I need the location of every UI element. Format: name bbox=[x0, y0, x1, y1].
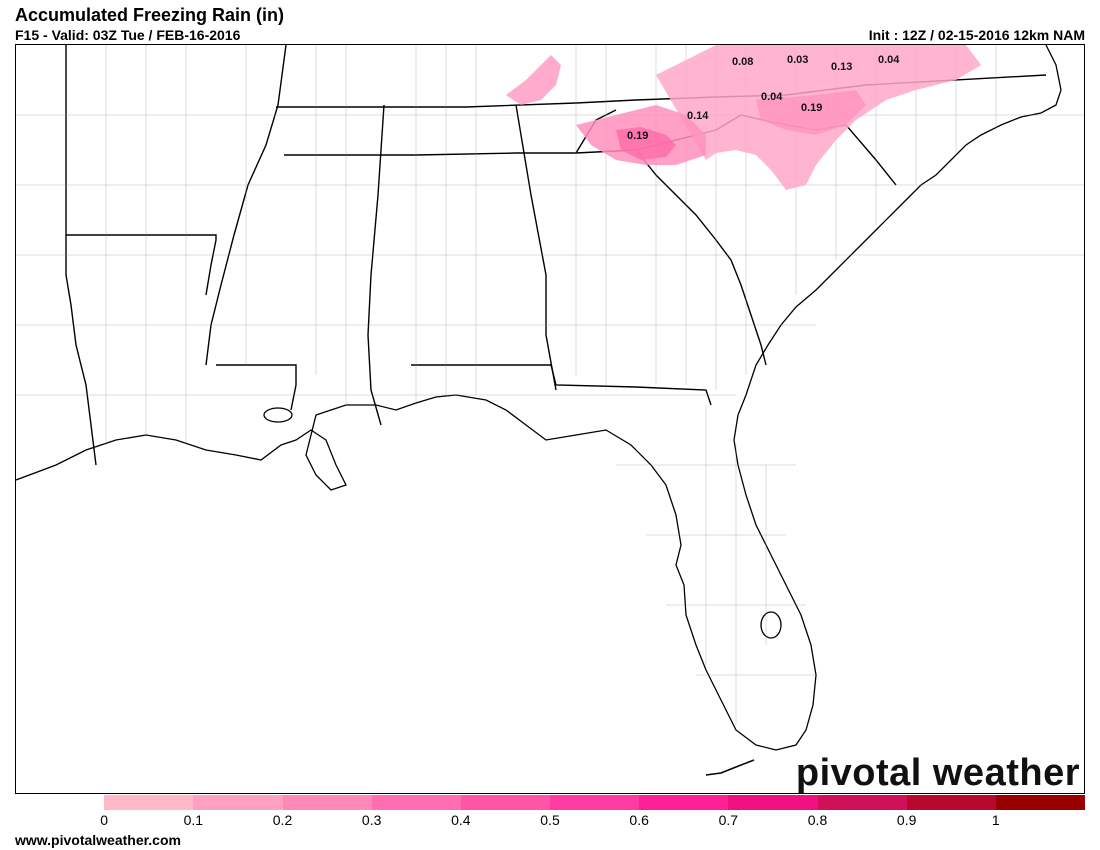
label-0-08: 0.08 bbox=[732, 56, 753, 68]
colorbar-segment bbox=[817, 795, 907, 810]
colorbar-segment bbox=[371, 795, 461, 810]
label-0-04-ne: 0.04 bbox=[878, 54, 900, 66]
label-0-03: 0.03 bbox=[787, 54, 808, 66]
init-time: Init : 12Z / 02-15-2016 12km NAM bbox=[868, 27, 1085, 43]
map-title: Accumulated Freezing Rain (in) bbox=[15, 5, 285, 25]
shading-core bbox=[616, 127, 676, 160]
valid-time: F15 - Valid: 03Z Tue / FEB-16-2016 bbox=[15, 27, 241, 43]
coastline bbox=[16, 45, 1062, 776]
colorbar-tick-label: 0.1 bbox=[183, 812, 204, 828]
label-0-13: 0.13 bbox=[831, 61, 852, 73]
colorbar-segment bbox=[15, 795, 105, 810]
lake-pontchartrain bbox=[263, 407, 293, 423]
label-0-19-east: 0.19 bbox=[801, 102, 822, 114]
colorbar-segment bbox=[193, 795, 283, 810]
colorbar-segment bbox=[282, 795, 372, 810]
label-0-14: 0.14 bbox=[687, 110, 709, 122]
colorbar-tick-label: 0 bbox=[100, 812, 109, 828]
gulf-coastline bbox=[16, 45, 1062, 751]
colorbar-tick-label: 0.5 bbox=[540, 812, 560, 828]
florida-keys bbox=[705, 759, 755, 776]
colorbar-segment bbox=[906, 795, 996, 810]
shading-north bbox=[506, 55, 561, 105]
colorbar-segment bbox=[728, 795, 818, 810]
colorbar-segment bbox=[639, 795, 729, 810]
shading-mid bbox=[756, 90, 866, 135]
county-lines bbox=[16, 45, 1084, 725]
label-0-19-west: 0.19 bbox=[627, 130, 648, 142]
colorbar-segment bbox=[460, 795, 551, 810]
colorbar-segment bbox=[995, 795, 1086, 810]
colorbar-segment bbox=[550, 795, 640, 810]
colorbar-ticks: 0 0.1 0.2 0.3 0.4 0.5 0.6 0.7 0.8 0.9 1 bbox=[15, 812, 1085, 828]
footer-url[interactable]: www.pivotalweather.com bbox=[15, 832, 181, 848]
colorbar-tick-label: 0.2 bbox=[272, 812, 293, 828]
map-svg: 0.08 0.03 0.13 0.04 0.04 0.19 0.14 0.19 bbox=[16, 45, 1084, 776]
lake-okeechobee bbox=[760, 611, 782, 639]
colorbar-tick-label: 0.3 bbox=[361, 812, 382, 828]
freezing-rain-shading bbox=[506, 45, 981, 190]
colorbar-tick-label: 0.7 bbox=[718, 812, 739, 828]
map-panel[interactable]: 0.08 0.03 0.13 0.04 0.04 0.19 0.14 0.19 bbox=[15, 44, 1085, 794]
colorbar-tick-label: 0.9 bbox=[896, 812, 917, 828]
label-0-04-mid: 0.04 bbox=[761, 91, 783, 103]
value-labels: 0.08 0.03 0.13 0.04 0.04 0.19 0.14 0.19 bbox=[627, 54, 900, 142]
brand-wordmark: pivotal weather bbox=[795, 752, 1080, 794]
colorbar-tick-label: 1 bbox=[991, 812, 1000, 828]
colorbar-tick-label: 0.4 bbox=[451, 812, 471, 828]
colorbar-tick-label: 0.8 bbox=[807, 812, 828, 828]
colorbar-tick-label: 0.6 bbox=[629, 812, 649, 828]
colorbar-segment bbox=[104, 795, 194, 810]
colorbar bbox=[15, 795, 1086, 810]
